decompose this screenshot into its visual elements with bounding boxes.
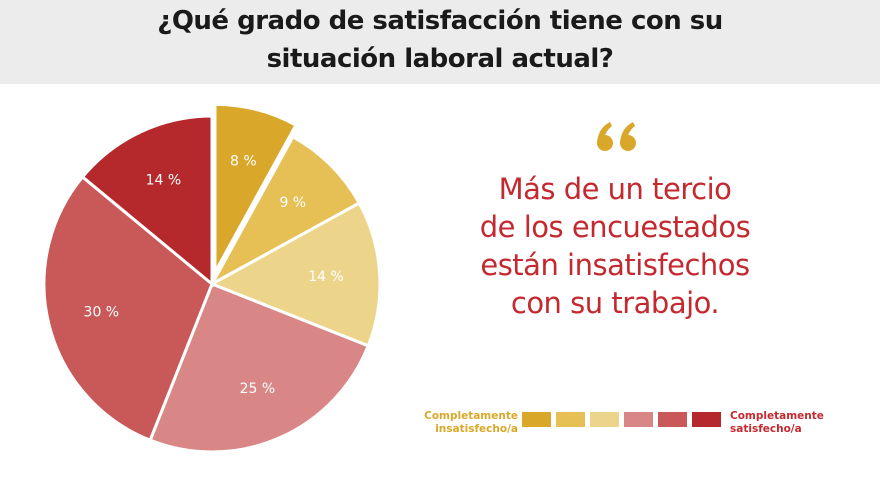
quote-mark	[597, 122, 636, 151]
annotation: Más de un tercio de los encuestados están …	[440, 170, 790, 322]
data-label: 14 %	[146, 173, 182, 189]
pie-slice	[213, 102, 298, 274]
title-band	[0, 0, 880, 84]
annotation-line: Más de un tercio	[498, 172, 732, 206]
annotation-line: están insatisfechos	[480, 248, 750, 282]
legend-swatch	[658, 412, 687, 427]
legend-swatch	[590, 412, 619, 427]
legend-swatch	[556, 412, 585, 427]
data-label: 8 %	[230, 154, 257, 170]
annotation-line: con su trabajo.	[510, 286, 720, 320]
chart-title: ¿Qué grado de satisfacción tiene con su …	[157, 6, 723, 74]
data-label: 14 %	[308, 269, 344, 285]
pie-slice	[208, 134, 362, 288]
legend-swatch	[692, 412, 721, 427]
pie-slice	[42, 174, 214, 443]
data-label: 9 %	[279, 195, 306, 211]
pie-slice	[80, 114, 214, 288]
pie-slice	[208, 201, 382, 348]
data-label: 25 %	[240, 381, 276, 397]
annotation-line: de los encuestados	[479, 210, 751, 244]
legend-label: Completamente insatisfecho/a	[424, 410, 518, 435]
legend-swatch	[522, 412, 551, 427]
legend-label: Completamente satisfecho/a	[730, 410, 824, 435]
legend-swatch	[624, 412, 653, 427]
data-label: 30 %	[84, 304, 120, 320]
pie-slice	[148, 282, 371, 454]
